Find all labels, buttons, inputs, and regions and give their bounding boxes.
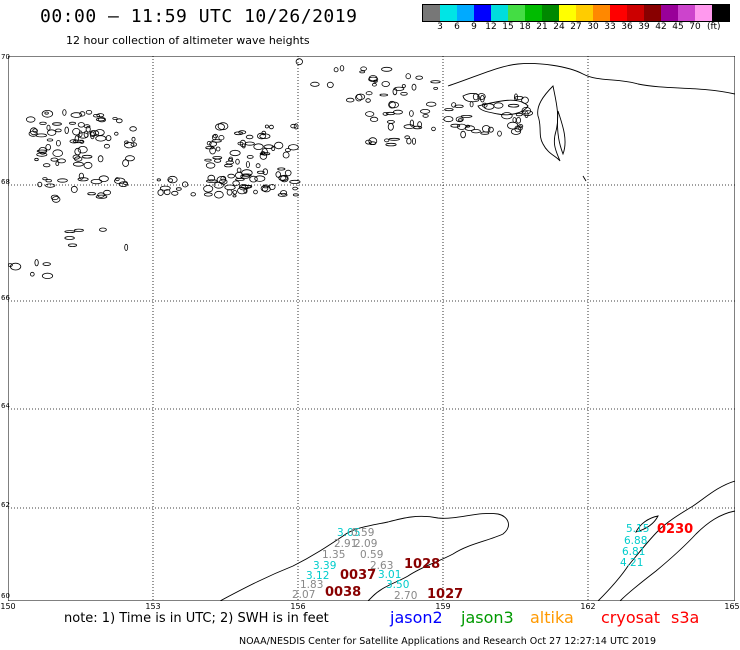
- colorbar-label: 9: [471, 22, 477, 32]
- colorbar-label: 18: [519, 22, 531, 32]
- colorbar-swatch: [610, 5, 627, 21]
- colorbar-label: 24: [553, 22, 565, 32]
- pass-time-label: 1028: [404, 557, 441, 572]
- wave-height-label: 2.07: [292, 589, 316, 601]
- pass-time-label: 0037: [340, 568, 377, 583]
- longitude-tick: 150: [0, 602, 16, 611]
- colorbar-unit: (ft): [707, 22, 721, 32]
- footer-credit: NOAA/NESDIS Center for Satellite Applica…: [239, 636, 656, 647]
- colorbar-swatch: [627, 5, 644, 21]
- wave-height-label: 3.05: [337, 527, 361, 539]
- wave-height-label: 2.91: [334, 538, 358, 550]
- satellite-legend-item: altika: [530, 608, 574, 627]
- latitude-tick: 68: [1, 178, 10, 186]
- colorbar-swatch: [712, 5, 729, 21]
- colorbar-label: 12: [485, 22, 497, 32]
- colorbar-label: 15: [502, 22, 514, 32]
- pass-time-label: 0230: [657, 522, 694, 537]
- colorbar-swatch: [644, 5, 661, 21]
- colorbar-swatch: [542, 5, 559, 21]
- colorbar-swatch: [559, 5, 576, 21]
- longitude-tick: 165: [724, 602, 740, 611]
- latitude-tick: 60: [1, 592, 10, 600]
- longitude-tick: 159: [435, 602, 451, 611]
- colorbar-swatch: [695, 5, 712, 21]
- satellite-legend-item: jason2: [390, 608, 443, 627]
- latitude-tick: 64: [1, 402, 10, 410]
- wave-height-label: 5.15: [626, 523, 650, 535]
- colorbar-swatch: [491, 5, 508, 21]
- satellite-legend-item: jason3: [461, 608, 514, 627]
- colorbar-label: 33: [604, 22, 616, 32]
- colorbar-swatch: [457, 5, 474, 21]
- colorbar-label: 36: [621, 22, 633, 32]
- colorbar-swatch: [678, 5, 695, 21]
- wave-height-label: 2.70: [394, 590, 418, 602]
- wave-height-label: 2.63: [370, 560, 394, 572]
- ice-contours: [8, 58, 534, 279]
- note-text: note: 1) Time is in UTC; 2) SWH is in fe…: [64, 611, 329, 626]
- wave-height-label: 3.39: [313, 560, 337, 572]
- wave-height-label: 4.21: [620, 557, 644, 569]
- colorbar-swatch: [423, 5, 440, 21]
- wave-height-label: 3.50: [386, 579, 410, 591]
- colorbar: [422, 4, 730, 22]
- wave-height-label: 0.59: [360, 549, 384, 561]
- latitude-tick: 62: [1, 501, 10, 509]
- wave-height-label: 1.83: [300, 579, 324, 591]
- colorbar-swatch: [576, 5, 593, 21]
- colorbar-label: 70: [689, 22, 701, 32]
- wave-height-label: 3.12: [306, 570, 330, 582]
- colorbar-swatch: [508, 5, 525, 21]
- colorbar-label: 42: [655, 22, 667, 32]
- latitude-tick: 70: [1, 53, 10, 61]
- page-title: 00:00 – 11:59 UTC 10/26/2019: [40, 6, 358, 27]
- satellite-legend-item: cryosat: [601, 608, 661, 627]
- colorbar-label: 30: [587, 22, 599, 32]
- colorbar-label: 6: [454, 22, 460, 32]
- longitude-tick: 153: [145, 602, 161, 611]
- colorbar-label: 27: [570, 22, 582, 32]
- wave-height-label: 6.81: [622, 546, 646, 558]
- colorbar-label: 45: [672, 22, 684, 32]
- colorbar-label: 21: [536, 22, 548, 32]
- colorbar-swatch: [661, 5, 678, 21]
- wave-height-label: 1.35: [322, 549, 346, 561]
- colorbar-swatch: [593, 5, 610, 21]
- longitude-tick: 162: [580, 602, 596, 611]
- colorbar-swatch: [440, 5, 457, 21]
- colorbar-label: 3: [437, 22, 443, 32]
- latitude-tick: 66: [1, 294, 10, 302]
- colorbar-swatch: [525, 5, 542, 21]
- pass-time-label: 1027: [427, 587, 464, 602]
- wave-height-label: 0.59: [351, 527, 375, 539]
- coastline-north: [447, 63, 735, 182]
- wave-height-label: 6.88: [624, 535, 648, 547]
- page-subtitle: 12 hour collection of altimeter wave hei…: [66, 34, 310, 47]
- satellite-legend-item: s3a: [671, 608, 700, 627]
- coastline-south: [219, 480, 735, 601]
- longitude-tick: 156: [290, 602, 306, 611]
- pass-time-label: 0038: [325, 585, 362, 600]
- colorbar-label: 39: [638, 22, 650, 32]
- colorbar-labels: 3 6 9 12 15 18 21 24 27 30 33 36 39 42 45 70: [422, 22, 732, 34]
- wave-height-label: 3.01: [378, 569, 402, 581]
- map-plot: [8, 56, 735, 601]
- wave-height-label: 2.09: [354, 538, 378, 550]
- colorbar-swatch: [474, 5, 491, 21]
